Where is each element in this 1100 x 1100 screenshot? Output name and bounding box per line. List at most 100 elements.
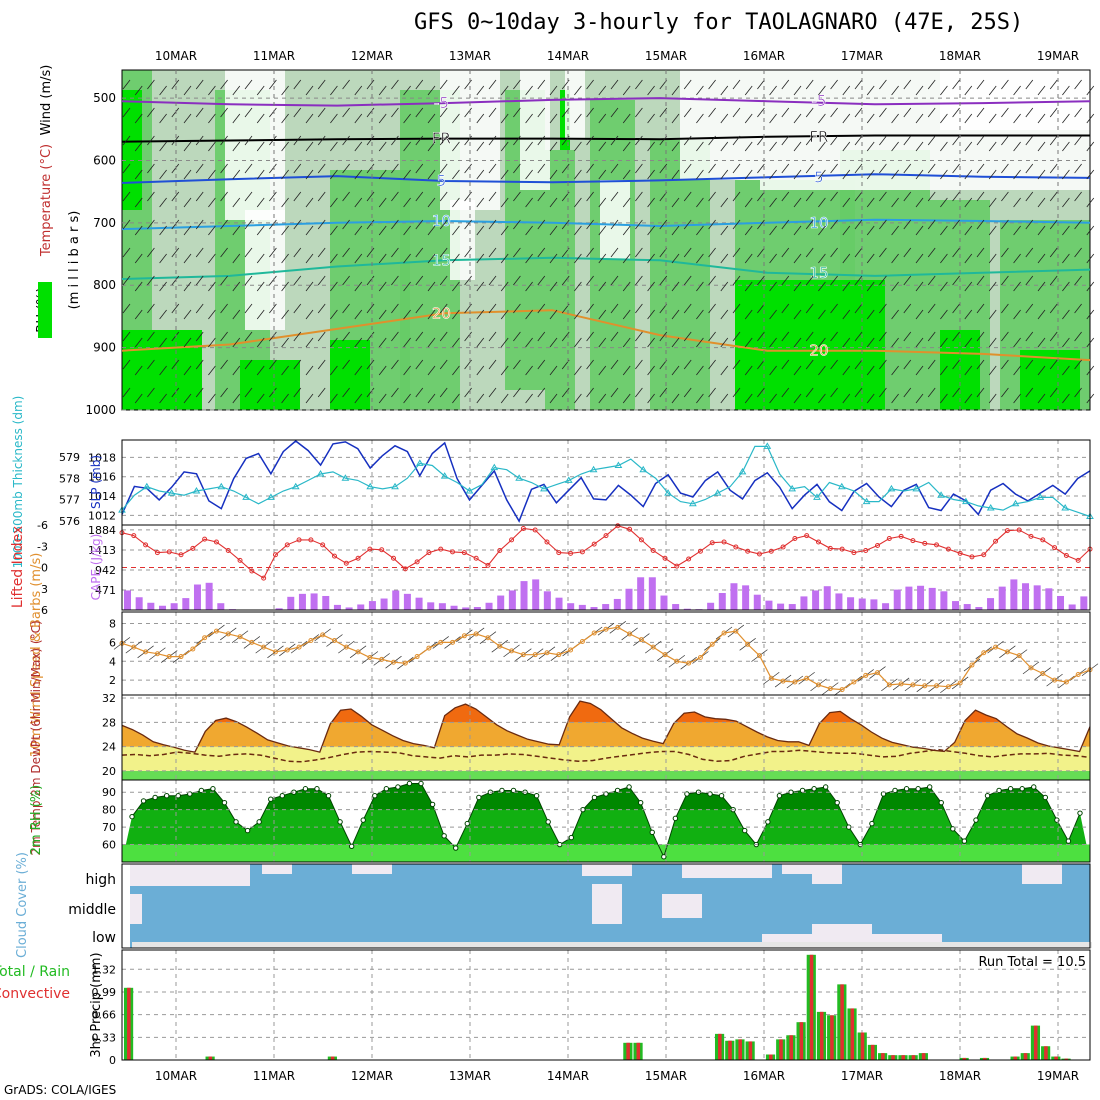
wind-barb — [403, 85, 411, 96]
wind-barb — [525, 85, 533, 96]
date-label-bottom: 12MAR — [351, 1069, 393, 1083]
wind-marker — [284, 647, 290, 653]
wind-barb — [147, 79, 155, 90]
wind-barb — [391, 331, 399, 342]
wind-barb — [769, 337, 777, 348]
wind-barb — [598, 85, 607, 96]
precip-bar-rain — [330, 1056, 335, 1060]
li-marker — [863, 548, 869, 553]
wind-barb — [378, 281, 387, 292]
cape-bar — [1080, 596, 1088, 610]
wind-barb — [586, 247, 594, 258]
wind-tick: 6 — [109, 636, 116, 649]
wind-barb — [903, 359, 912, 370]
cape-bar — [147, 602, 155, 610]
precip-bar-rain — [830, 1015, 834, 1060]
wind-barb — [708, 107, 716, 118]
cape-bar — [508, 590, 516, 610]
wind-barb — [586, 191, 594, 202]
wind-barb — [183, 141, 192, 152]
thickness-marker — [540, 484, 548, 492]
wind-barb — [744, 85, 753, 96]
li-marker — [143, 542, 149, 548]
wind-barb — [500, 113, 509, 124]
wind-barb — [305, 85, 314, 96]
wind-barb — [439, 359, 448, 370]
li-marker — [615, 523, 621, 529]
wind-barb — [488, 247, 497, 258]
wind-barb — [574, 309, 582, 320]
wind-barb — [1001, 79, 1009, 90]
wind-barb — [147, 107, 155, 118]
wind-barb — [561, 275, 570, 286]
thickness-tick: 577 — [59, 494, 80, 507]
precip-bar-rain — [789, 1035, 793, 1060]
wind-barb — [513, 387, 521, 398]
dry-patch — [520, 70, 550, 190]
precip-bar-rain — [982, 1057, 987, 1060]
wind-barb — [317, 331, 326, 342]
wind-barb — [952, 163, 960, 174]
wind-barb — [696, 337, 704, 348]
wind-barb — [683, 79, 692, 90]
page-title: GFS 0~10day 3-hourly for TAOLAGNARO (47E… — [414, 10, 1024, 35]
wind-barb — [927, 135, 936, 146]
wind-barb — [452, 141, 460, 152]
wind-barb — [708, 387, 716, 398]
wind-barb — [732, 331, 741, 342]
cape-bar — [438, 603, 446, 610]
wind-barb — [354, 169, 363, 180]
cloud-gap — [812, 864, 842, 884]
li-marker — [343, 560, 349, 566]
wind-barb — [683, 107, 692, 118]
wind-barb — [988, 281, 997, 292]
wind-barb — [891, 113, 899, 124]
wind-barb — [964, 281, 973, 292]
wind-barb — [488, 107, 497, 118]
wind-barb — [403, 281, 411, 292]
wind-barb — [195, 191, 204, 202]
wind-barb — [439, 331, 448, 342]
contour-label: FR — [432, 130, 451, 148]
wind-barb — [476, 365, 485, 376]
wind-barb — [647, 225, 655, 236]
wind-barb — [781, 191, 790, 202]
rh-marker — [626, 784, 632, 790]
wind-barb — [610, 79, 619, 90]
wind-barb — [720, 85, 729, 96]
tick-label: 700 — [93, 216, 116, 230]
wind-barb — [732, 107, 741, 118]
wind-barb — [866, 281, 875, 292]
wind-barb — [147, 163, 155, 174]
wind-barb — [671, 169, 680, 180]
wind-barb — [708, 219, 716, 230]
contour-label: 15 — [432, 251, 451, 269]
wind-barb — [195, 303, 204, 314]
wind-barb — [744, 113, 753, 124]
wind-barb — [439, 135, 448, 146]
precip-bar-rain — [1054, 1056, 1058, 1060]
thickness-marker — [391, 482, 399, 490]
wind-barb — [403, 225, 411, 236]
wind-barb — [269, 359, 277, 370]
date-label: 13MAR — [449, 49, 491, 63]
wind-barb — [159, 113, 167, 124]
wind-barb — [476, 85, 485, 96]
cape-bar — [777, 603, 785, 610]
precip-bar-rain — [768, 1054, 773, 1060]
temp-tick: 24 — [102, 741, 116, 754]
wind-barb — [378, 393, 387, 404]
temp-band-high — [122, 701, 1090, 723]
rh-marker — [811, 786, 817, 792]
cape-bar — [310, 593, 318, 610]
wind-barb — [366, 191, 375, 202]
wind-barb — [757, 247, 765, 258]
panel-frame — [121, 779, 1091, 863]
wind-barb — [574, 281, 582, 292]
thickness-marker — [316, 470, 325, 477]
wind-barb — [330, 197, 338, 208]
wind-marker — [851, 679, 857, 685]
wind-barb — [220, 219, 228, 230]
cape-bar — [462, 607, 470, 610]
wind-barb — [488, 135, 497, 146]
